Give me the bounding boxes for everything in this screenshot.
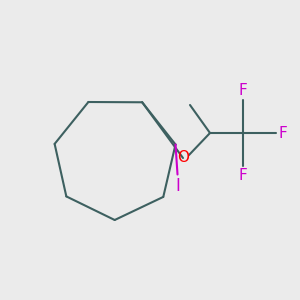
Text: I: I — [175, 176, 180, 194]
Text: O: O — [177, 151, 189, 166]
Text: F: F — [278, 125, 287, 140]
Text: F: F — [238, 168, 247, 183]
Text: F: F — [238, 83, 247, 98]
